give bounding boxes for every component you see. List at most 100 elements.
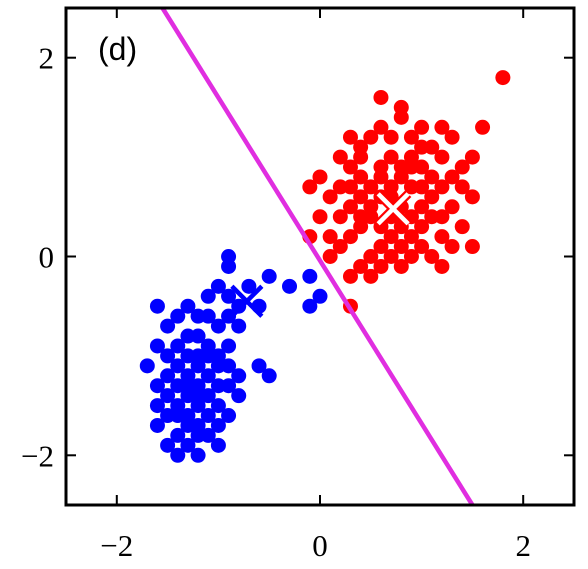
cluster-2-point — [210, 378, 226, 394]
cluster-2-point — [160, 348, 176, 364]
cluster-2-point — [251, 358, 267, 374]
cluster-1-point — [434, 258, 450, 274]
cluster-1-point — [464, 149, 480, 165]
plot-marks — [139, 8, 511, 505]
cluster-2-point — [170, 408, 186, 424]
cluster-1-point — [454, 219, 470, 235]
cluster-2-point — [190, 447, 206, 463]
cluster-1-point — [464, 189, 480, 205]
cluster-1-point — [383, 149, 399, 165]
cluster-2-point — [149, 298, 165, 314]
cluster-1-point — [353, 258, 369, 274]
cluster-1-point — [353, 169, 369, 185]
cluster-1-point — [342, 229, 358, 245]
cluster-2-point — [170, 427, 186, 443]
cluster-1-point — [342, 129, 358, 145]
cluster-1-point — [403, 249, 419, 264]
cluster-2-point — [160, 437, 176, 453]
cluster-1-point — [332, 149, 348, 165]
y-tick-label: 2 — [39, 41, 55, 76]
cluster-2-point — [149, 398, 165, 414]
cluster-1-point — [363, 129, 379, 145]
cluster-2-point — [170, 378, 186, 394]
cluster-2-point — [221, 308, 237, 324]
cluster-2-point — [221, 338, 237, 354]
cluster-1-point — [342, 199, 358, 215]
decision-boundary-line — [160, 8, 475, 505]
cluster-1-point — [434, 119, 450, 135]
cluster-2-point — [180, 298, 196, 314]
cluster-1-point — [383, 249, 399, 264]
cluster-1-point — [332, 209, 348, 225]
cluster-1-point — [475, 119, 491, 135]
cluster-1-point — [393, 99, 409, 115]
cluster-1-point — [454, 179, 470, 195]
cluster-1-point — [393, 239, 409, 255]
cluster-1-point — [424, 249, 440, 264]
cluster-2-point — [302, 268, 318, 284]
cluster-1-point — [414, 179, 430, 195]
cluster-1-point — [403, 229, 419, 245]
cluster-1-point — [403, 129, 419, 145]
cluster-1-point — [373, 239, 389, 255]
cluster-1-point — [414, 239, 430, 255]
cluster-1-point — [312, 169, 328, 185]
cluster-1-point — [342, 179, 358, 195]
cluster-2-point — [200, 408, 216, 424]
cluster-2-point — [170, 358, 186, 374]
cluster-1-point — [312, 209, 328, 225]
y-tick-label: −2 — [21, 438, 54, 473]
cluster-2-point — [180, 437, 196, 453]
cluster-2-point — [180, 417, 196, 433]
x-tick-label: 2 — [515, 528, 531, 563]
cluster-1-point — [424, 169, 440, 185]
cluster-1-point — [373, 89, 389, 105]
cluster-1-point — [383, 229, 399, 245]
cluster-1-point — [353, 149, 369, 165]
cluster-1-point — [383, 129, 399, 145]
cluster-1-point — [444, 169, 460, 185]
cluster-1-point — [342, 159, 358, 175]
cluster-1-point — [302, 179, 318, 195]
cluster-2-point — [231, 368, 247, 384]
cluster-2-point — [261, 268, 277, 284]
cluster-1-point — [363, 179, 379, 195]
cluster-1-point — [332, 239, 348, 255]
cluster-2-point — [160, 318, 176, 334]
cluster-2-point — [190, 358, 206, 374]
cluster-2-point — [210, 417, 226, 433]
y-tick-label: 0 — [39, 240, 55, 275]
cluster-2-point — [231, 318, 247, 334]
cluster-2-point — [231, 388, 247, 404]
cluster-1-point — [464, 239, 480, 255]
cluster-2-point — [210, 398, 226, 414]
cluster-2-point — [170, 308, 186, 324]
cluster-1-point — [424, 189, 440, 205]
cluster-1-point — [363, 249, 379, 264]
cluster-2-point — [241, 278, 257, 294]
cluster-1-point — [444, 129, 460, 145]
cluster-2-point — [170, 338, 186, 354]
axis-ticks: −2 0 2 −2 0 2 — [21, 8, 574, 563]
cluster-2-point — [200, 308, 216, 324]
cluster-1-point — [353, 189, 369, 205]
cluster-2-point — [210, 348, 226, 364]
cluster-2-point — [312, 288, 328, 304]
x-tick-label: 0 — [312, 528, 328, 563]
cluster-1-point — [434, 229, 450, 245]
cluster-2-point — [149, 417, 165, 433]
cluster-2-point — [210, 318, 226, 334]
cluster-2-point — [170, 447, 186, 463]
cluster-1-point — [342, 268, 358, 284]
cluster-1-point — [373, 169, 389, 185]
cluster-2-point — [190, 427, 206, 443]
cluster-1-point — [363, 268, 379, 284]
cluster-2-point — [221, 358, 237, 374]
cluster-1-point — [373, 258, 389, 274]
cluster-2-point — [261, 368, 277, 384]
cluster-1-point — [322, 189, 338, 205]
cluster-2-point — [221, 288, 237, 304]
cluster-1-point — [434, 179, 450, 195]
cluster-1-point — [414, 119, 430, 135]
